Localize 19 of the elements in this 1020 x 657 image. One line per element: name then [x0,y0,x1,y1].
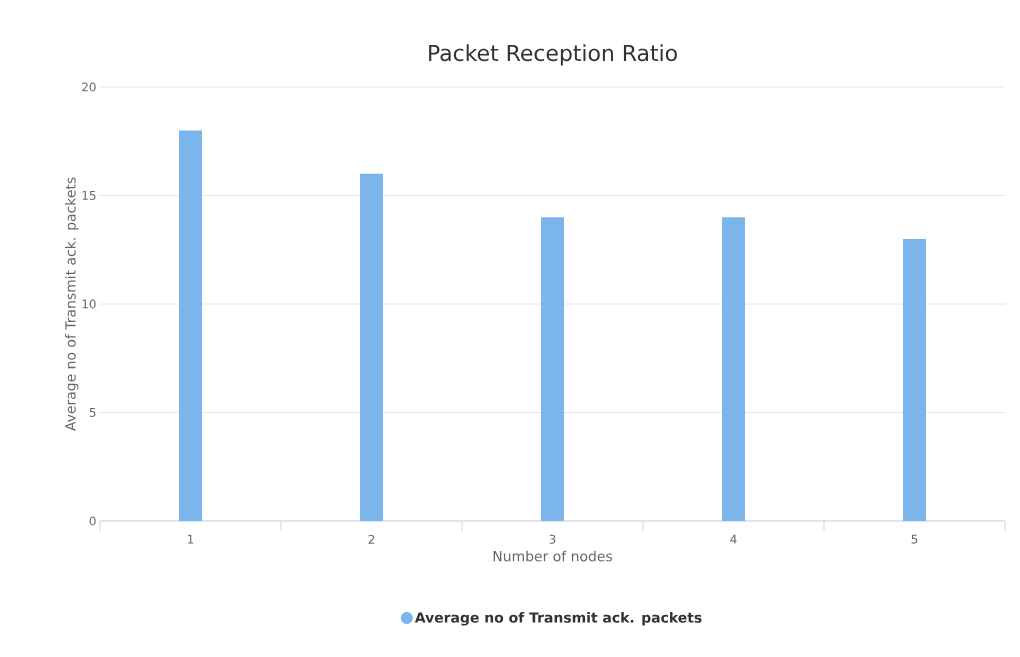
y-tick-label: 10 [82,299,96,309]
x-tick-label: 5 [911,534,918,544]
bar [722,217,746,521]
y-tick-label: 5 [89,408,96,417]
bar [541,217,565,521]
x-axis-title: Number of nodes [493,550,613,562]
bar [179,130,203,521]
chart-title: Packet Reception Ratio [429,44,677,66]
x-tick-label: 4 [730,534,737,544]
y-tick-label: 20 [82,82,96,92]
y-tick-label: 0 [89,516,96,526]
bar [360,173,384,521]
x-tick-label: 1 [188,534,194,544]
x-tick-label: 3 [549,534,556,544]
y-tick-label: 15 [82,191,96,200]
legend-label: Average no of Transmit ack. packets [414,611,702,626]
y-axis-title: Average no of Transmit ack. packets [64,177,79,431]
bar [903,238,927,521]
x-tick-label: 2 [368,534,375,544]
